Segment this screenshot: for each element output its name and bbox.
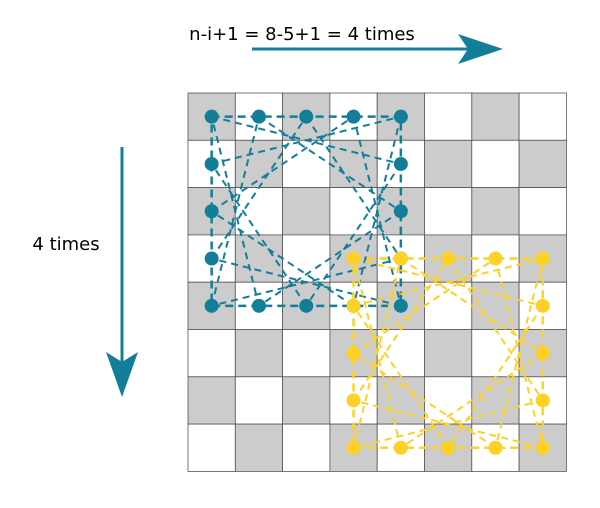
blue-window-connector-5	[352, 116, 402, 307]
arrows	[106, 34, 503, 397]
blue-window-connector-9	[211, 257, 402, 307]
blue-window-connector-14	[210, 116, 308, 260]
blue-window-node-6	[393, 156, 408, 171]
blue-window-connector-13	[210, 116, 260, 307]
chess-square-dark	[187, 376, 236, 425]
yellow-window-node-5	[535, 251, 550, 266]
yellow-window-node-15	[346, 346, 361, 361]
chess-square-dark	[234, 329, 284, 378]
blue-window-connector-7	[258, 210, 402, 307]
yellow-window-node-9	[535, 440, 550, 455]
yellow-window-connector-13	[352, 258, 402, 448]
yellow-window-connector-10	[352, 352, 497, 449]
blue-window-node-1	[204, 109, 219, 124]
chess-square-dark	[282, 376, 331, 425]
yellow-window-connector-16	[353, 257, 543, 307]
yellow-window-connector-14	[352, 257, 449, 402]
yellow-window-node-2	[393, 251, 408, 266]
chess-square-light	[424, 92, 473, 141]
sliding-windows	[204, 109, 550, 455]
chess-square-dark	[282, 187, 331, 236]
chess-square-dark	[424, 329, 473, 378]
blue-window-connector-6	[305, 163, 402, 307]
chess-square-light	[424, 187, 473, 236]
vertical-arrow-head	[106, 352, 138, 397]
chess-square-dark	[424, 139, 473, 189]
chess-square-light	[518, 92, 567, 141]
yellow-window-connector-7	[400, 352, 544, 449]
chess-square-dark	[471, 92, 520, 141]
blue-window-connector-16	[211, 115, 402, 165]
blue-window-node-11	[299, 298, 314, 313]
chess-square-light	[187, 329, 236, 378]
chess-square-light	[187, 423, 236, 472]
yellow-window-node-8	[535, 393, 550, 408]
blue-window-node-7	[393, 204, 408, 219]
blue-window-connector-2	[258, 115, 402, 213]
yellow-window-node-6	[535, 298, 550, 313]
yellow-window-node-13	[346, 440, 361, 455]
yellow-window-connector-11	[352, 305, 449, 449]
blue-window-node-2	[251, 109, 266, 124]
yellow-window-node-12	[393, 440, 408, 455]
blue-window-node-5	[393, 109, 408, 124]
yellow-window-node-3	[441, 251, 456, 266]
yellow-window-connector-15	[352, 257, 497, 354]
yellow-window-connector-5	[494, 258, 544, 448]
yellow-window-node-11	[441, 440, 456, 455]
chess-square-light	[282, 423, 331, 472]
chess-square-light	[518, 187, 567, 236]
blue-window-node-16	[204, 156, 219, 171]
chess-square-light	[471, 139, 520, 189]
yellow-window	[346, 251, 550, 455]
blue-window-connector-10	[211, 210, 355, 307]
chess-square-dark	[471, 187, 520, 236]
blue-window-node-12	[251, 298, 266, 313]
chess-square-light	[282, 329, 331, 378]
yellow-window-node-1	[346, 251, 361, 266]
chessboard	[187, 92, 567, 472]
chess-square-light	[234, 376, 284, 425]
blue-window-node-14	[204, 251, 219, 266]
blue-window-connector-15	[211, 115, 355, 213]
yellow-window-node-16	[346, 298, 361, 313]
blue-window-node-13	[204, 298, 219, 313]
chess-square-dark	[518, 139, 567, 189]
yellow-window-node-14	[346, 393, 361, 408]
yellow-window-node-10	[488, 440, 503, 455]
yellow-window-node-4	[488, 251, 503, 266]
yellow-window-connector-2	[400, 257, 544, 354]
yellow-window-connector-6	[447, 305, 544, 449]
horizontal-arrow-head	[458, 34, 503, 64]
blue-window-node-9	[393, 298, 408, 313]
blue-window-connector-11	[210, 163, 308, 307]
yellow-window-connector-3	[447, 257, 544, 402]
yellow-window-connector-9	[353, 399, 543, 449]
blue-window-connector-3	[305, 116, 402, 260]
blue-window-node-15	[204, 204, 219, 219]
blue-window-node-3	[299, 109, 314, 124]
chess-square-dark	[234, 423, 284, 472]
yellow-window-node-7	[535, 346, 550, 361]
top-label: n-i+1 = 8-5+1 = 4 times	[189, 24, 415, 45]
left-label: 4 times	[32, 234, 99, 255]
blue-window-node-4	[346, 109, 361, 124]
